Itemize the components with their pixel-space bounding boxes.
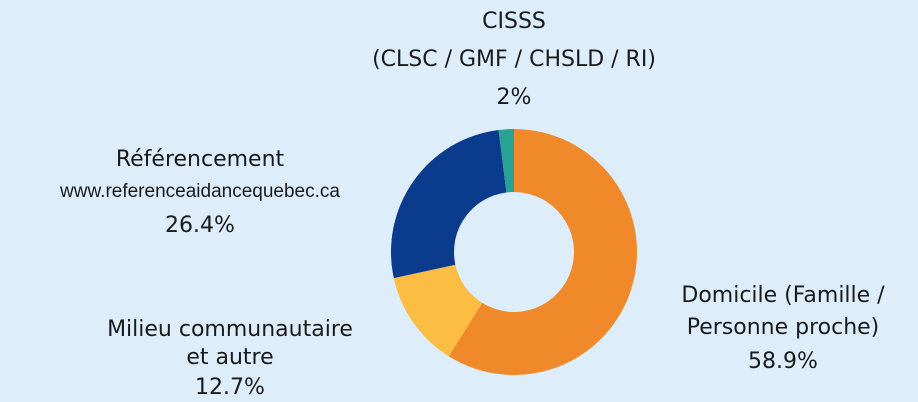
donut-slice [448, 129, 638, 375]
slice-label: Domicile (Famille / [681, 283, 885, 308]
value-label: 26.4% [165, 213, 235, 238]
value-label: 2% [497, 85, 532, 110]
value-label: 58.9% [748, 349, 818, 374]
slice-label: CISSS [482, 9, 546, 34]
slice-label: Personne proche) [687, 315, 880, 340]
value-label: 12.7% [195, 375, 265, 400]
donut-slice [391, 129, 507, 279]
slice-label: Milieu communautaire [107, 317, 353, 342]
slice-label: www.referenceaidancequebec.ca [59, 181, 340, 202]
slice-label: et autre [186, 345, 273, 370]
donut-slice [393, 264, 483, 357]
slice-label: (CLSC / GMF / CHSLD / RI) [372, 47, 656, 72]
donut-slice [498, 129, 514, 193]
slice-label: Référencement [116, 147, 285, 172]
